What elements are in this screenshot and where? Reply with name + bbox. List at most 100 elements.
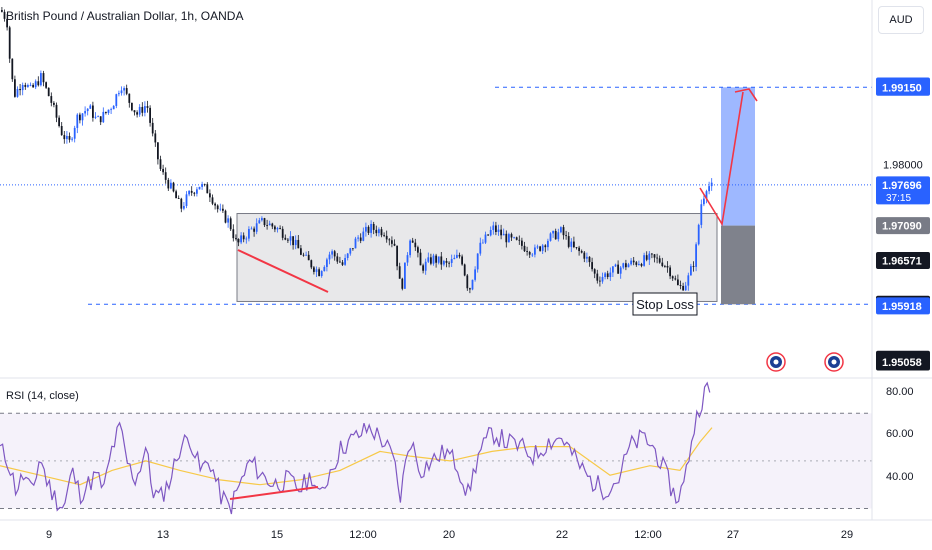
candle-body — [170, 182, 172, 189]
candle-body — [406, 255, 409, 263]
time-axis[interactable]: 9 13 15 12:00 20 22 12:00 27 29 — [0, 519, 932, 541]
price-badge-text: 1.95058 — [882, 357, 922, 369]
candle-body — [695, 244, 697, 267]
candle-body — [690, 266, 692, 276]
candle-body — [385, 235, 388, 240]
candle-body — [162, 168, 164, 173]
candle-body — [502, 233, 505, 236]
candle-body — [214, 203, 216, 206]
candle-body — [703, 198, 705, 205]
rsi-ma-line — [0, 427, 713, 486]
candle-body — [466, 275, 469, 289]
candle-body — [544, 245, 547, 248]
candle-body — [34, 81, 37, 88]
rsi-line — [0, 381, 711, 515]
price-badge-text: 1.97696 — [882, 180, 922, 192]
candle-body — [601, 276, 604, 282]
candle-body — [411, 240, 414, 243]
candle-body — [658, 258, 661, 263]
candle-body — [133, 110, 136, 113]
loss-zone — [721, 225, 755, 305]
candle-body — [336, 256, 339, 262]
candle-body — [144, 106, 146, 113]
candle-body — [55, 104, 58, 118]
candle-body — [580, 251, 583, 253]
candle-body — [276, 227, 279, 230]
candle-body — [471, 279, 474, 290]
candle-body — [159, 159, 162, 169]
price-axis[interactable]: 2.00000 1.98000 1.991691.991501.9769637:… — [871, 0, 930, 520]
candle-body — [193, 192, 196, 194]
candle-body — [305, 254, 307, 256]
candle-body — [346, 253, 349, 258]
candle-body — [118, 93, 120, 95]
candle-body — [201, 184, 203, 187]
event-flag-2[interactable] — [824, 352, 844, 372]
candle-body — [331, 251, 333, 255]
candle-body — [700, 204, 703, 225]
candle-body — [107, 109, 110, 113]
candle-body — [89, 105, 92, 109]
candle-body — [94, 116, 97, 118]
candle-body — [102, 111, 105, 123]
candle-body — [258, 220, 261, 224]
candle-body — [71, 138, 73, 140]
candle-body — [1, 10, 3, 12]
time-label-9: 9 — [46, 529, 52, 541]
price-badge-bg — [876, 78, 930, 96]
candle-body — [138, 106, 141, 115]
candle-body — [674, 278, 677, 280]
candle-body — [37, 81, 40, 86]
candles — [1, 7, 713, 294]
main-pane[interactable]: Stop Loss — [0, 7, 872, 372]
candle-body — [461, 256, 463, 265]
candle-body — [617, 264, 619, 274]
price-badge-text: 1.97090 — [882, 221, 922, 233]
candle-body — [326, 259, 328, 268]
candle-body — [245, 238, 248, 240]
candle-body — [229, 218, 232, 230]
candle-body — [393, 243, 396, 246]
candle-body — [177, 198, 180, 199]
candle-body — [136, 112, 138, 115]
candle-body — [648, 253, 651, 260]
candle-body — [253, 228, 255, 232]
candle-body — [687, 275, 690, 286]
candle-body — [492, 225, 495, 230]
candle-body — [495, 225, 497, 233]
candle-body — [232, 229, 235, 239]
candle-body — [302, 254, 305, 256]
rsi-pane[interactable] — [0, 381, 872, 515]
rsi-axis[interactable]: 80.00 60.00 40.00 — [886, 386, 914, 483]
candle-body — [476, 253, 479, 270]
candle-body — [203, 184, 206, 185]
candle-body — [645, 255, 648, 260]
candle-body — [396, 245, 398, 267]
candle-body — [81, 113, 84, 121]
candle-body — [684, 285, 687, 291]
candle-body — [588, 256, 591, 263]
candle-body — [266, 225, 268, 226]
candle-body — [211, 197, 214, 204]
candle-body — [110, 109, 112, 111]
event-flag-1[interactable] — [766, 352, 786, 372]
candle-body — [552, 230, 554, 234]
candle-body — [489, 229, 492, 236]
candle-body — [79, 114, 81, 121]
candle-body — [391, 240, 393, 244]
candle-body — [614, 264, 617, 267]
candle-body — [271, 223, 274, 227]
candle-body — [53, 102, 55, 105]
candle-body — [440, 256, 443, 265]
candle-body — [365, 226, 367, 232]
candle-body — [453, 257, 456, 260]
candle-body — [60, 126, 63, 136]
candle-body — [547, 240, 549, 248]
candle-body — [40, 73, 42, 86]
rsi-level-40: 40.00 — [886, 471, 914, 483]
divergence-trendline-price — [237, 249, 329, 293]
currency-button[interactable]: AUD — [878, 6, 924, 34]
candle-body — [222, 208, 224, 211]
candle-body — [609, 272, 612, 277]
